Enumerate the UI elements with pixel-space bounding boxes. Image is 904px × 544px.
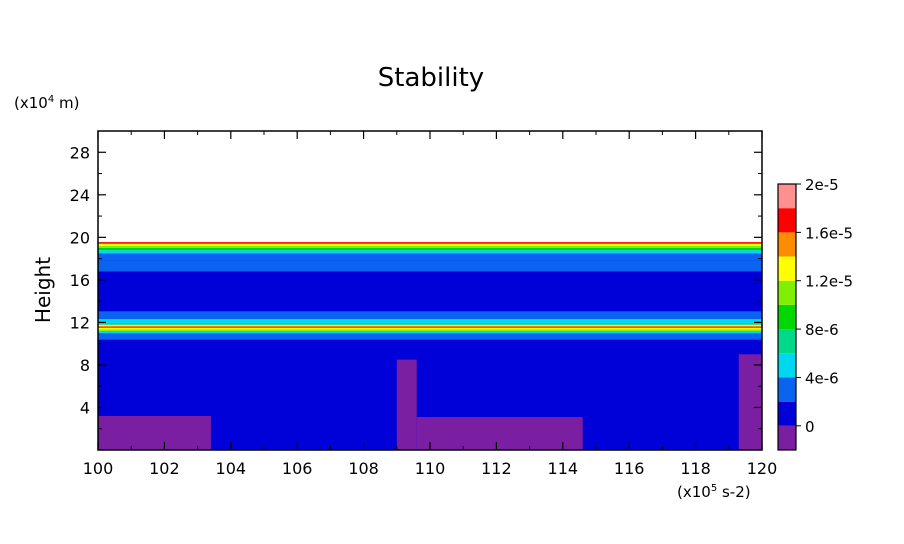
heat-band — [98, 331, 762, 333]
heat-cell — [98, 271, 762, 311]
heat-band — [98, 250, 762, 253]
y-tick-label: 12 — [70, 313, 90, 332]
colorbar-label: 1.2e-5 — [805, 273, 853, 291]
heat-band — [98, 329, 762, 331]
x-unit-label-prefix: (x10 — [677, 483, 711, 501]
x-unit-label: (x105 s-2) — [677, 483, 751, 501]
low-stability-patch — [397, 360, 417, 450]
y-unit-label-suffix: m) — [54, 94, 79, 112]
y-tick-label: 20 — [70, 228, 90, 247]
x-tick-label: 108 — [348, 459, 379, 478]
heat-band — [98, 248, 762, 250]
heat-band — [98, 312, 762, 319]
colorbar-swatch — [778, 377, 796, 401]
y-tick-label: 4 — [80, 398, 90, 417]
colorbar-swatch — [778, 232, 796, 256]
heat-band — [98, 333, 762, 339]
x-tick-label: 100 — [83, 459, 114, 478]
heat-band — [98, 326, 762, 327]
heat-band — [98, 319, 762, 323]
heat-band — [98, 246, 762, 248]
colorbar-swatch — [778, 184, 796, 208]
colorbar-swatch — [778, 353, 796, 377]
x-tick-label: 120 — [747, 459, 778, 478]
x-tick-label: 114 — [548, 459, 579, 478]
x-tick-label: 110 — [415, 459, 446, 478]
colorbar-label: 4e-6 — [805, 369, 839, 387]
colorbar-label: 8e-6 — [805, 321, 839, 339]
colorbar-label: 0 — [805, 418, 815, 436]
low-stability-patch — [739, 354, 762, 450]
heat-band — [98, 261, 762, 272]
x-unit-label-suffix: s-2) — [717, 483, 750, 501]
low-stability-patch — [98, 416, 211, 450]
heat-band — [98, 323, 762, 325]
colorbar-swatch — [778, 426, 796, 450]
colorbar-swatch — [778, 257, 796, 281]
heat-band — [98, 328, 762, 330]
x-tick-label: 112 — [481, 459, 512, 478]
x-tick-label: 104 — [216, 459, 247, 478]
y-unit-label-prefix: (x10 — [14, 94, 48, 112]
y-tick-label: 28 — [70, 143, 90, 162]
colorbar-swatch — [778, 208, 796, 232]
colorbar-label: 2e-5 — [805, 176, 839, 194]
colorbar-swatch — [778, 305, 796, 329]
heat-band — [98, 244, 762, 246]
x-tick-label: 102 — [149, 459, 180, 478]
colorbar-swatch — [778, 329, 796, 353]
heat-band — [98, 253, 762, 260]
x-tick-label: 118 — [680, 459, 711, 478]
colorbar-label: 1.6e-5 — [805, 224, 853, 242]
colorbar-swatch — [778, 281, 796, 305]
heat-band — [98, 242, 762, 244]
y-tick-label: 24 — [70, 186, 90, 205]
y-axis-label: Height — [31, 257, 55, 323]
x-tick-label: 106 — [282, 459, 313, 478]
low-stability-patch — [417, 417, 583, 450]
colorbar-swatch — [778, 402, 796, 426]
heat-band — [98, 325, 762, 327]
colorbar: 0 4e-6 8e-6 1.2e-5 1.6e-5 2e-5 — [778, 176, 853, 450]
chart-title: Stability — [378, 63, 484, 93]
y-tick-label: 8 — [80, 356, 90, 375]
y-unit-label: (x104 m) — [14, 94, 79, 112]
y-tick-label: 16 — [70, 271, 90, 290]
heatmap-area — [98, 131, 762, 450]
x-tick-label: 116 — [614, 459, 645, 478]
